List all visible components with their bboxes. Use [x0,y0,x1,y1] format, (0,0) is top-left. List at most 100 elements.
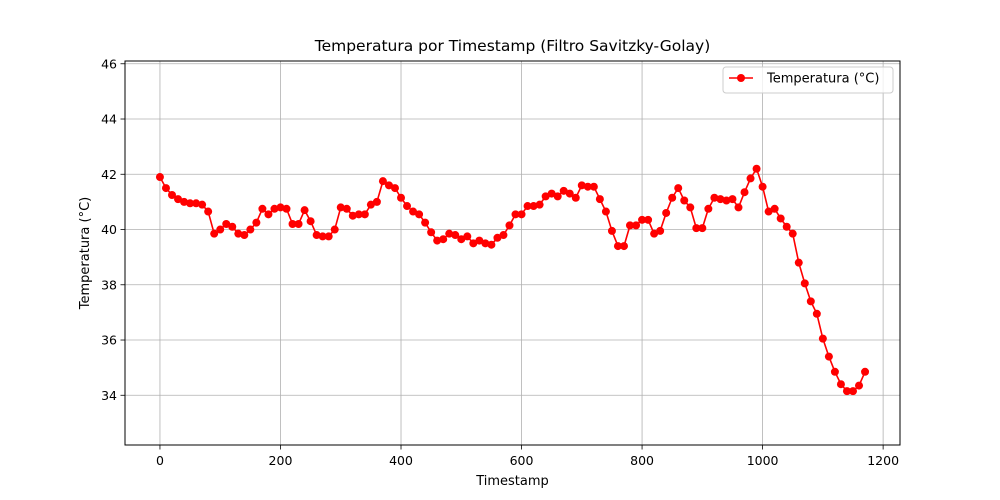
legend: Temperatura (°C) [722,66,894,94]
data-point [601,207,610,216]
data-point [403,202,412,211]
data-point [174,195,183,204]
data-point [384,181,393,190]
data-point [716,195,725,204]
data-point [577,181,586,190]
data-point [607,226,616,235]
data-point [752,164,761,173]
x-tick-label: 0 [156,453,164,468]
data-point [686,203,695,212]
data-point [276,203,285,212]
legend-label: Temperatura (°C) [766,72,879,87]
data-point [632,221,641,230]
data-point [668,193,677,202]
data-point [656,226,665,235]
data-point [372,197,381,206]
y-tick-label: 44 [101,112,117,127]
y-tick-label: 42 [101,167,117,182]
data-point [523,202,532,211]
data-point [619,242,628,251]
data-point [680,196,689,205]
data-point [288,219,297,228]
y-tick-label: 46 [101,56,117,71]
data-point [330,225,339,234]
data-point [674,184,683,193]
plot-frame [124,60,901,446]
data-point [650,229,659,238]
data-point [198,200,207,209]
data-point [517,210,526,219]
data-point [613,242,622,251]
x-tick-label: 1000 [747,453,779,468]
data-point [415,210,424,219]
data-series [155,164,870,396]
data-point [180,197,189,206]
data-point [318,232,327,241]
data-point [758,182,767,191]
data-point [439,235,448,244]
data-point [252,218,261,227]
data-point [306,217,315,226]
data-point [644,215,653,224]
data-point [228,222,237,231]
data-point [595,195,604,204]
y-tick-label: 34 [101,388,117,403]
data-point [348,211,357,220]
data-point [433,236,442,245]
data-point [366,200,375,209]
data-point [258,204,267,213]
data-point [806,297,815,306]
data-point [704,204,713,213]
data-point [155,173,164,182]
data-point [559,186,568,195]
chart-title: Temperatura por Timestamp (Filtro Savitz… [314,37,711,55]
data-point [848,387,857,396]
x-tick-label: 1200 [867,453,899,468]
data-point [246,225,255,234]
y-axis-ticks: 34 36 38 40 42 44 46 [101,56,125,403]
grid-lines [125,61,900,445]
data-point [830,367,839,376]
data-point [794,258,803,267]
data-point [294,219,303,228]
data-point [457,235,466,244]
data-point [427,228,436,237]
data-point [390,184,399,193]
data-point [692,224,701,233]
data-point [216,225,225,234]
data-point [698,224,707,233]
data-point [589,182,598,191]
x-tick-label: 600 [510,453,534,468]
data-point [782,222,791,231]
x-axis-label: Timestamp [475,474,549,489]
data-point [770,204,779,213]
x-tick-label: 200 [269,453,293,468]
data-point [529,202,538,211]
data-point [409,207,418,216]
data-point [818,334,827,343]
data-point [788,229,797,238]
data-point [487,240,496,249]
data-point [493,233,502,242]
data-point [161,184,170,193]
data-point [842,387,851,396]
data-point [571,193,580,202]
data-point [511,210,520,219]
data-point [300,206,309,215]
data-point [270,204,279,213]
data-point [505,221,514,230]
data-point [499,231,508,240]
data-point [836,380,845,389]
data-point [240,231,249,240]
x-axis-ticks: 0 200 400 600 800 1000 1200 [156,445,899,468]
x-tick-label: 400 [389,453,413,468]
data-point [565,189,574,198]
data-point [282,204,291,213]
data-point [397,193,406,202]
data-point [451,231,460,240]
data-point [740,188,749,197]
data-point [662,208,671,217]
data-point [855,381,864,390]
data-point [734,203,743,212]
data-point [324,232,333,241]
